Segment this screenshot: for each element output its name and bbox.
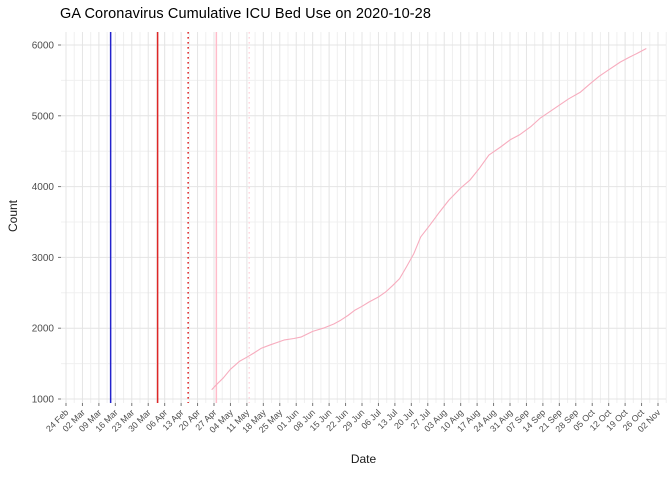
chart-title: GA Coronavirus Cumulative ICU Bed Use on…: [60, 6, 432, 22]
series-line: [211, 48, 647, 391]
y-tick-label: 2000: [32, 324, 55, 335]
y-tick-label: 5000: [32, 111, 55, 122]
y-tick-label: 6000: [32, 41, 55, 52]
y-tick-label: 4000: [32, 182, 55, 193]
y-axis-title: Count: [6, 199, 20, 233]
y-tick-label: 1000: [32, 395, 55, 406]
x-axis-title: Date: [350, 452, 377, 466]
y-tick-label: 3000: [32, 253, 55, 264]
